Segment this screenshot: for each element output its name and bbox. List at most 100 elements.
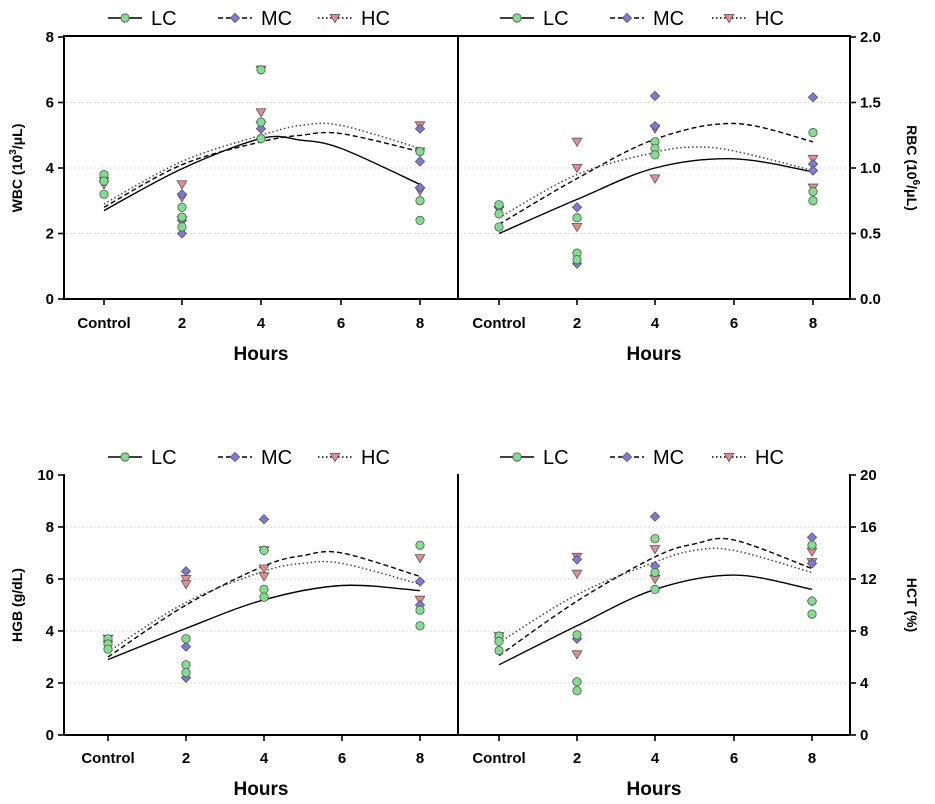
y-tick-label: 12 [860,571,877,588]
legend-label-hc: HC [755,447,784,469]
data-point-lc [177,222,187,232]
y-axis-title: HGB (g/dL) [9,568,25,642]
y-tick-label: 2.0 [860,29,881,46]
x-tick-label: 4 [260,750,269,767]
data-point-hc [176,180,188,190]
legend-label-mc: MC [261,8,292,30]
data-point-mc [571,554,583,565]
x-tick-label: 8 [416,315,424,332]
y-tick-label: 6 [46,571,54,588]
data-point-hc [649,545,661,555]
data-point-lc [103,644,113,654]
data-point-lc [650,567,660,578]
legend-label-hc: HC [361,447,390,469]
data-point-lc [807,609,817,619]
data-point-lc [494,645,504,656]
x-axis-title: Hours [627,344,682,365]
data-point-lc [808,128,818,138]
chart-panel-bottom-left: 0 2 4 6 8 10 Control 2 4 6 8 Hours HGB (g/dL) [9,467,456,800]
legend-label-hc: HC [361,8,390,30]
data-point-hc [649,174,661,184]
x-tick-label: 8 [809,315,817,332]
data-point-lc [415,196,425,206]
y-tick-label: 4 [46,160,55,177]
data-point-lc [181,667,191,678]
x-tick-label: Control [77,315,130,332]
x-tick-label: 8 [808,750,816,767]
y-tick-label: 20 [860,467,877,484]
legend-0: LC MC HC [108,8,390,30]
legend-marker-lc [120,452,130,462]
legend-marker-hc [723,452,735,463]
data-point-mc [414,156,426,167]
legend-marker-hc [329,452,341,463]
data-point-lc [572,213,582,223]
fit-line-mc [107,550,421,658]
x-tick-label: 8 [416,750,424,767]
y-tick-label: 6 [46,95,54,112]
x-tick-label: 2 [573,315,581,332]
panels: 0 2 4 6 8 Control 2 4 6 8 Hours WBC (103/μL) 0.0 0.5 1… [8,29,921,800]
y-tick-label: 8 [860,623,868,640]
data-point-lc [415,215,425,225]
data-point-mc [176,228,188,239]
data-point-mc [571,202,583,213]
data-point-mc [807,92,819,103]
y-axis-title: RBC (106/μL) [904,125,921,211]
data-point-lc [415,540,425,550]
data-point-lc [572,255,582,265]
y-tick-label: 1.5 [860,95,881,112]
data-point-mc [176,189,188,200]
fit-line-hc [103,122,421,205]
y-axis-title: WBC (103/μL) [8,124,25,213]
data-point-mc [649,90,661,102]
x-axis-title: Hours [627,779,682,800]
x-axis-title: Hours [234,779,289,800]
chart-panel-top-right: 0.0 0.5 1.0 1.5 2.0 Control 2 4 6 8 Hours RBC (106/… [460,29,921,365]
data-point-hc [571,650,583,660]
y-tick-label: 8 [46,29,54,46]
data-point-hc [571,137,583,148]
data-point-lc [99,176,109,186]
data-point-lc [650,150,660,160]
legend-3: LC MC HC [500,447,784,469]
data-point-lc [808,196,818,206]
x-tick-label: 2 [182,750,190,767]
data-point-lc [256,65,266,75]
legend-marker-mc [229,451,241,463]
y-tick-label: 0.5 [860,226,881,243]
y-tick-label: 0.0 [860,291,881,308]
data-point-lc [494,222,504,232]
legends: LC MC HC LC MC HC LC MC HC LC MC HC [108,8,784,469]
x-tick-label: 4 [651,315,660,332]
legend-marker-mc [621,12,633,24]
legend-2: LC MC HC [108,447,390,469]
legend-label-lc: LC [151,447,177,469]
data-point-lc [256,133,266,144]
x-tick-label: 6 [730,750,738,767]
legend-marker-lc [512,452,522,462]
y-tick-label: 1.0 [860,160,881,177]
data-point-mc [255,123,267,134]
data-point-hc [180,580,192,590]
data-point-lc [494,636,504,647]
y-tick-label: 0 [46,727,54,744]
legend-marker-mc [229,12,241,24]
data-point-hc [414,554,426,564]
data-point-lc [181,634,191,644]
data-point-lc [415,147,425,157]
data-point-lc [572,630,582,640]
data-point-lc [494,209,504,219]
data-point-hc [571,163,583,174]
chart-panel-top-left: 0 2 4 6 8 Control 2 4 6 8 Hours WBC (103/μL) [8,29,456,365]
legend-label-mc: MC [653,8,684,30]
data-point-lc [259,592,269,602]
y-axis-title: HCT (%) [904,578,920,632]
data-point-hc [571,222,583,233]
x-tick-label: 2 [573,750,581,767]
legend-label-hc: HC [755,8,784,30]
data-point-mc [414,123,426,134]
legend-marker-lc [512,13,522,23]
x-axis-title: Hours [234,344,289,365]
